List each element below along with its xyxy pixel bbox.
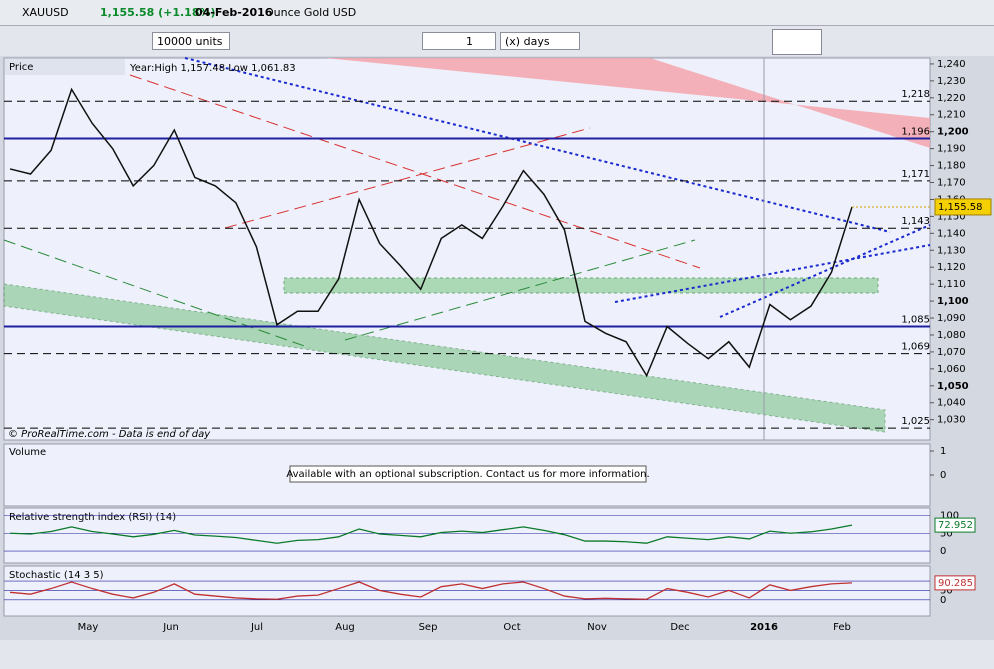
x-tick-label: May [78, 622, 99, 633]
year-range: Year:High 1,157.48 Low 1,061.83 [129, 63, 296, 74]
x-tick-label: Jun [162, 622, 179, 633]
last-value-label: 72.952 [938, 520, 973, 531]
y-tick-label: 1,110 [937, 279, 966, 290]
y-tick-label: 1,240 [937, 59, 966, 70]
panel-bg [3, 57, 931, 441]
symbol: XAUUSD [22, 6, 69, 19]
y-tick-label: 1,060 [937, 364, 966, 375]
y-tick-label: 1,220 [937, 93, 966, 104]
last-price-box [934, 198, 992, 216]
panel-label: Stochastic (14 3 5) [9, 570, 104, 581]
y-tick-label: 1,040 [937, 398, 966, 409]
panel-label: Relative strength index (RSI) (14) [9, 512, 176, 523]
y-tick-label: 1,200 [937, 127, 969, 138]
panel-bg [3, 565, 931, 617]
green-channel [3, 283, 886, 433]
subscription-message: Available with an optional subscription.… [286, 469, 649, 480]
indicator-line [9, 581, 853, 600]
y-tick-label: 1,210 [937, 110, 966, 121]
level-label: 1,025 [901, 416, 930, 427]
x-tick-label: Jul [250, 622, 263, 633]
x-tick-label: Oct [503, 622, 520, 633]
trend-line [224, 127, 591, 229]
chart-type-button[interactable] [772, 29, 822, 55]
indicator-line [9, 524, 853, 544]
panel-bg [3, 507, 931, 564]
y-tick-label: 0 [940, 470, 946, 481]
y-tick-label: 50 [940, 528, 953, 539]
level-label: 1,196 [901, 126, 930, 137]
message-box [289, 465, 647, 483]
trend-line [719, 224, 931, 318]
y-tick-label: 1,230 [937, 76, 966, 87]
x-tick-label: Sep [419, 622, 438, 633]
y-tick-label: 1,100 [937, 296, 969, 307]
chart-area: Price Year:High 1,157.48 Low 1,061.83 © … [0, 57, 994, 669]
price-line [9, 87, 853, 378]
last-value-box [934, 517, 976, 533]
stochastic-panel: Stochastic (14 3 5) [3, 565, 931, 617]
units-select[interactable]: 10000 units [152, 32, 230, 50]
trend-line [344, 239, 696, 341]
y-tick-label: 1,150 [937, 211, 966, 222]
quote: 1,155.58 (+1.18%) [100, 6, 216, 19]
trend-line [129, 74, 701, 269]
y-tick-label: 0 [940, 546, 946, 557]
x-tick-label: Dec [670, 622, 689, 633]
last-value-box [934, 575, 976, 591]
y-tick-label: 1,090 [937, 313, 966, 324]
panel-label: Price [9, 62, 33, 73]
price-panel: Price Year:High 1,157.48 Low 1,061.83 © … [3, 57, 931, 441]
x-tick-label: Aug [335, 622, 355, 633]
y-tick-label: 1,140 [937, 228, 966, 239]
level-label: 1,069 [901, 342, 930, 353]
level-label: 1,143 [901, 216, 930, 227]
date: 04-Feb-2016 [195, 6, 273, 19]
red-channel [325, 58, 930, 148]
y-tick-label: 0 [940, 595, 946, 606]
title-bar: XAUUSD 1,155.58 (+1.18%) 04-Feb-2016 Oun… [0, 0, 994, 26]
last-price-label: 1,155.58 [938, 202, 983, 213]
volume-panel: Volume Available with an optional subscr… [3, 443, 931, 507]
x-tick-label: Feb [833, 622, 851, 633]
y-tick-label: 100 [940, 510, 959, 521]
description: Ounce Gold USD [265, 6, 357, 19]
period-unit[interactable]: (x) days [500, 32, 580, 50]
y-tick-label: 1,080 [937, 330, 966, 341]
x-tick-label: Nov [587, 622, 607, 633]
panel-label: Volume [9, 447, 46, 458]
period-count[interactable]: 1 [422, 32, 496, 50]
x-tick-label: 2016 [750, 622, 778, 633]
trend-line [614, 244, 931, 303]
last-value-label: 90.285 [938, 578, 973, 589]
level-label: 1,218 [901, 89, 930, 100]
support-zone [283, 277, 879, 294]
y-tick-label: 1 [940, 446, 946, 457]
rsi-panel: Relative strength index (RSI) (14) [3, 507, 931, 564]
y-tick-label: 1,190 [937, 144, 966, 155]
panel-tab [5, 59, 125, 75]
y-tick-label: 1,130 [937, 245, 966, 256]
level-label: 1,085 [901, 315, 930, 326]
y-tick-label: 1,030 [937, 415, 966, 426]
copyright: © ProRealTime.com - Data is end of day [8, 429, 211, 440]
bottom-toolbar [0, 640, 994, 669]
y-tick-label: 1,170 [937, 178, 966, 189]
level-label: 1,171 [901, 169, 930, 180]
y-tick-label: 1,180 [937, 161, 966, 172]
y-tick-label: 1,120 [937, 262, 966, 273]
y-tick-label: 50 [940, 585, 953, 596]
trend-line [184, 57, 891, 233]
toolbar: 10000 units 1 (x) days [0, 26, 994, 56]
y-tick-label: 1,050 [937, 381, 969, 392]
y-tick-label: 1,070 [937, 347, 966, 358]
trend-line [3, 239, 311, 349]
